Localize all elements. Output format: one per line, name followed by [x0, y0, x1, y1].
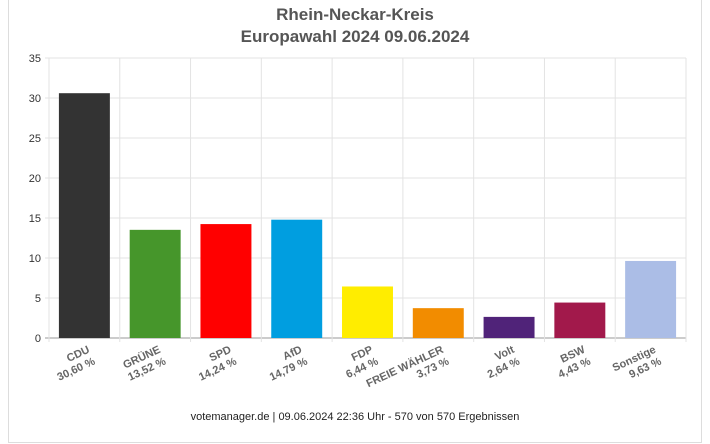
y-tick-label: 25	[29, 133, 41, 145]
x-axis-label: FREIE WÄHLER3,73 %	[364, 343, 451, 402]
x-axis-labels: CDU30,60 % GRÜNE13,52 % SPD14,24 % AfD14,79…	[50, 343, 664, 402]
chart-title: Rhein-Neckar-Kreis	[276, 5, 434, 24]
bars	[58, 93, 677, 338]
bar-grüne	[129, 229, 181, 338]
x-axis-label: AfD14,79 %	[262, 344, 309, 384]
y-tick-label: 30	[29, 93, 41, 105]
y-tick-label: 15	[29, 213, 41, 225]
chart-subtitle: Europawahl 2024 09.06.2024	[240, 27, 470, 46]
x-axis-label: Sonstige9,63 %	[611, 344, 664, 386]
y-tick-label: 35	[29, 53, 41, 65]
chart-frame	[8, 0, 702, 443]
y-tick-label: 5	[35, 293, 41, 305]
bar-cdu	[58, 93, 110, 338]
bar-freie-wähler	[412, 308, 464, 338]
x-axis-label: GRÜNE13,52 %	[120, 343, 168, 384]
bar-bsw	[554, 302, 606, 338]
footer-source: votemanager.de | 09.06.2024 22:36 Uhr - …	[190, 411, 520, 423]
bar-afd	[271, 219, 323, 338]
x-axis-label: SPD14,24 %	[192, 344, 239, 384]
x-axis-label: Volt2,64 %	[480, 344, 522, 381]
bar-volt	[483, 316, 535, 338]
y-tick-label: 20	[29, 173, 41, 185]
y-tick-label: 10	[29, 253, 41, 265]
bar-sonstige	[625, 260, 677, 338]
bar-fdp	[342, 286, 393, 338]
y-tick-label: 0	[35, 333, 41, 345]
x-axis-label: CDU30,60 %	[50, 344, 97, 384]
bar-spd	[200, 224, 252, 338]
x-axis-label: BSW4,43 %	[551, 344, 593, 381]
